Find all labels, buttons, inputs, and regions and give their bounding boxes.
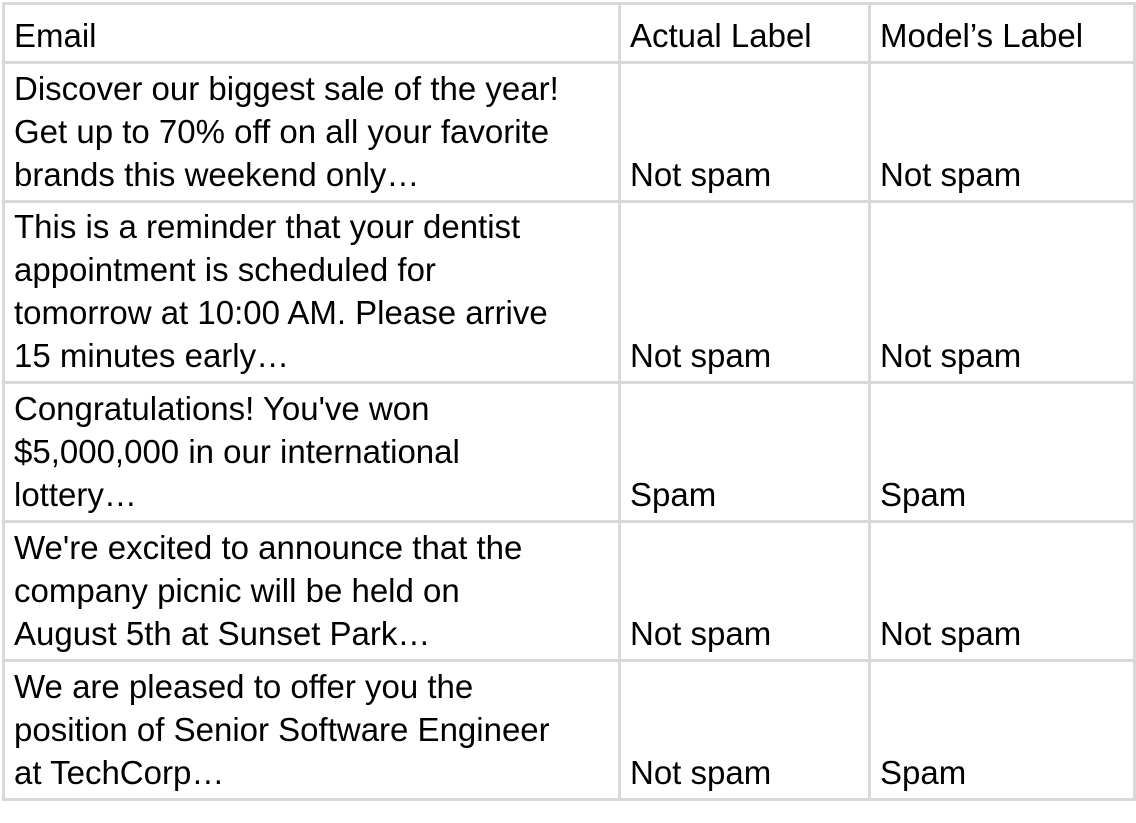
header-row: Email Actual Label Model’s Label (2, 2, 1136, 64)
table-row: We're excited to announce that the compa… (2, 520, 1136, 662)
email-text-line: 15 minutes early… (14, 337, 290, 374)
email-text-line: company picnic will be held on (14, 572, 460, 609)
actual-label-cell[interactable]: Not spam (618, 61, 871, 203)
email-cell[interactable]: Discover our biggest sale of the year! G… (2, 61, 621, 203)
email-cell[interactable]: Congratulations! You've won $5,000,000 i… (2, 381, 621, 523)
table-row: Congratulations! You've won $5,000,000 i… (2, 381, 1136, 523)
email-text-line: Get up to 70% off on all your favorite (14, 113, 550, 150)
email-text-line: lottery… (14, 476, 137, 513)
actual-label-cell[interactable]: Not spam (618, 200, 871, 384)
actual-label-cell[interactable]: Spam (618, 381, 871, 523)
email-cell[interactable]: This is a reminder that your dentist app… (2, 200, 621, 384)
email-text-line: We are pleased to offer you the (14, 668, 474, 705)
email-text-line: Discover our biggest sale of the year! (14, 70, 559, 107)
email-text-line: $5,000,000 in our international (14, 433, 460, 470)
email-cell[interactable]: We are pleased to offer you the position… (2, 659, 621, 801)
table-row: This is a reminder that your dentist app… (2, 200, 1136, 384)
header-model-label[interactable]: Model’s Label (868, 2, 1136, 64)
email-cell[interactable]: We're excited to announce that the compa… (2, 520, 621, 662)
actual-label-cell[interactable]: Not spam (618, 659, 871, 801)
email-text-line: appointment is scheduled for (14, 251, 436, 288)
email-text-line: Congratulations! You've won (14, 390, 430, 427)
model-label-cell[interactable]: Spam (868, 381, 1136, 523)
email-text-line: We're excited to announce that the (14, 529, 523, 566)
email-text-line: at TechCorp… (14, 754, 225, 791)
header-actual-label[interactable]: Actual Label (618, 2, 871, 64)
email-text-line: position of Senior Software Engineer (14, 711, 550, 748)
email-text-line: brands this weekend only… (14, 156, 420, 193)
table-row: Discover our biggest sale of the year! G… (2, 61, 1136, 203)
email-text-line: tomorrow at 10:00 AM. Please arrive (14, 294, 548, 331)
actual-label-cell[interactable]: Not spam (618, 520, 871, 662)
model-label-cell[interactable]: Not spam (868, 200, 1136, 384)
model-label-cell[interactable]: Not spam (868, 61, 1136, 203)
email-text-line: August 5th at Sunset Park… (14, 615, 431, 652)
email-text-line: This is a reminder that your dentist (14, 208, 521, 245)
header-email[interactable]: Email (2, 2, 621, 64)
model-label-cell[interactable]: Not spam (868, 520, 1136, 662)
table-row: We are pleased to offer you the position… (2, 659, 1136, 801)
model-label-cell[interactable]: Spam (868, 659, 1136, 801)
email-classification-table: Email Actual Label Model’s Label Discove… (2, 2, 1136, 801)
